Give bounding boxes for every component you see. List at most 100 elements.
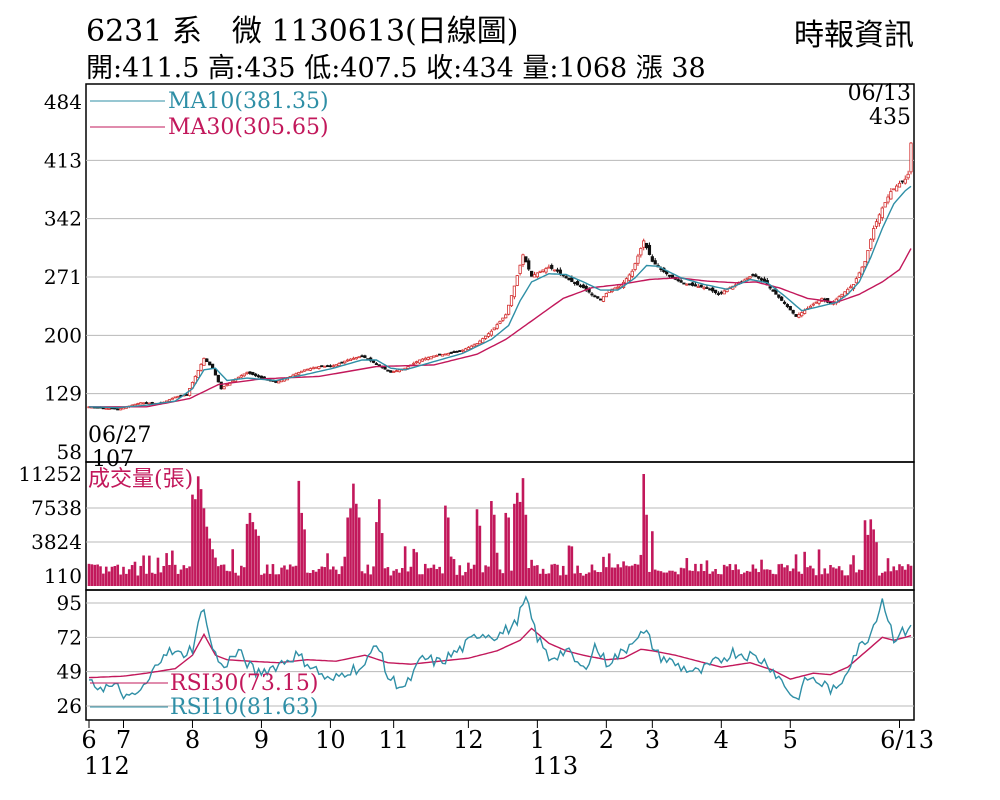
volume-bar (863, 520, 867, 586)
volume-bar (679, 567, 683, 586)
volume-bar (265, 564, 269, 586)
volume-bar (852, 555, 855, 586)
candle-body (142, 402, 146, 405)
volume-bar (682, 568, 686, 586)
candle-body (107, 408, 111, 410)
volume-bar (584, 573, 588, 586)
candle-body (892, 188, 896, 191)
volume-bar (872, 529, 875, 586)
volume-bar (639, 554, 643, 586)
volume-bar (760, 559, 763, 586)
candle-body (486, 333, 491, 337)
candle-body (216, 374, 220, 383)
candle-body (498, 320, 502, 324)
candle-body (909, 142, 913, 173)
month-label: 8 (185, 726, 200, 754)
volume-bar (426, 568, 430, 586)
volume-bar (556, 564, 559, 586)
candle-body (826, 298, 830, 303)
volume-bar (421, 574, 424, 586)
volume-bar (524, 514, 528, 586)
candle-body (642, 240, 646, 248)
candle-body (208, 361, 212, 366)
candle-body (688, 283, 692, 286)
candle-body (308, 368, 312, 371)
volume-bar (547, 573, 551, 586)
candle-body (222, 386, 226, 390)
candle-body (754, 274, 758, 277)
month-label: 3 (645, 726, 660, 754)
volume-bar (685, 558, 689, 586)
volume-bar (507, 517, 510, 586)
candle-body (521, 254, 525, 265)
volume-bar (159, 572, 163, 586)
volume-bar (668, 570, 671, 586)
candle-body (877, 214, 881, 224)
price-tick-label: 413 (44, 148, 82, 172)
candle-body (302, 369, 307, 372)
volume-bar (179, 569, 183, 586)
candle-body (478, 340, 482, 345)
candle-body (601, 296, 606, 302)
volume-bar (291, 566, 295, 586)
volume-bar (797, 571, 801, 586)
candle-body (906, 173, 910, 179)
volume-bar (349, 508, 352, 586)
candle-body (420, 358, 424, 362)
volume-bar (883, 571, 887, 586)
candle-body (880, 207, 884, 219)
volume-bar (610, 567, 614, 586)
candle-body (886, 196, 890, 203)
volume-bar (415, 552, 418, 586)
volume-bar (722, 564, 726, 586)
volume-bar (671, 570, 674, 586)
volume-bar (455, 574, 459, 586)
volume-bar (570, 546, 574, 586)
candle-body (363, 355, 367, 358)
volume-bar (757, 572, 760, 586)
candle-body (895, 185, 899, 192)
volume-bar (297, 480, 301, 586)
volume-bar (564, 574, 568, 586)
volume-bar (326, 553, 329, 586)
volume-bar (484, 565, 487, 586)
candle-body (377, 364, 381, 367)
volume-bar (777, 564, 781, 586)
volume-bar (185, 568, 189, 586)
candle-body (371, 360, 376, 363)
volume-bar (737, 569, 740, 586)
candle-body (346, 359, 350, 362)
volume-bar (817, 549, 821, 586)
volume-bar (458, 565, 462, 586)
candle-body (386, 369, 390, 372)
candle-body (527, 260, 531, 270)
volume-bar (906, 564, 910, 586)
volume-bar (357, 517, 361, 586)
volume-bar (702, 571, 706, 586)
volume-bar (731, 570, 735, 586)
volume-bar (699, 563, 703, 586)
volume-bar (504, 512, 508, 586)
candle-body (547, 266, 551, 269)
volume-bar (901, 566, 904, 586)
volume-bar (676, 574, 680, 586)
volume-bar (697, 571, 700, 586)
candle-body (788, 306, 792, 311)
candle-body (616, 286, 620, 289)
volume-bar (303, 529, 306, 586)
volume-bar (423, 563, 427, 586)
volume-bar (889, 571, 893, 586)
volume-bar (173, 564, 177, 586)
volume-bar (806, 567, 809, 586)
candle-body (570, 277, 574, 283)
candle-body (337, 363, 341, 366)
volume-bar (125, 573, 128, 586)
volume-bar (260, 574, 263, 586)
candle-body (225, 384, 229, 387)
price-panel-frame (85, 83, 915, 463)
candle-body (357, 356, 361, 359)
candle-body (173, 396, 177, 399)
candle-body (670, 274, 675, 279)
volume-bar (829, 564, 832, 586)
candle-body (343, 360, 347, 364)
